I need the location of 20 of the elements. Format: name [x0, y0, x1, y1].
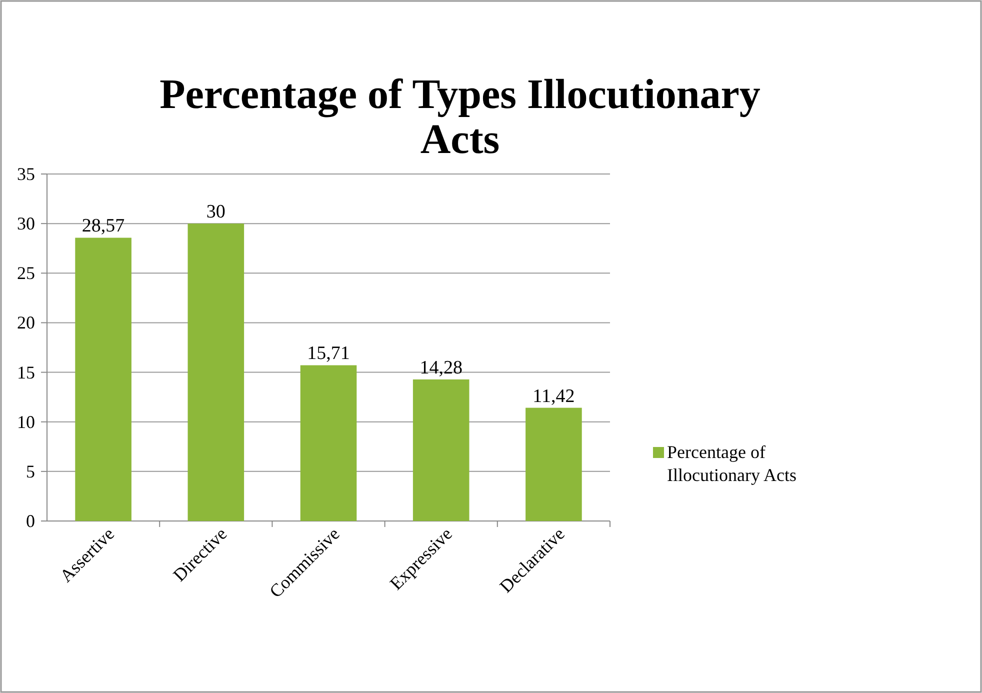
text: 11,42 — [532, 386, 575, 407]
text: 28,57 — [82, 216, 125, 237]
text: 15,71 — [307, 343, 350, 364]
y-tick-label: 35 — [17, 164, 35, 184]
y-tick-label: 25 — [17, 263, 35, 284]
chart-title: Percentage of Types Illocutionary Acts — [160, 72, 760, 163]
y-tick-label: 15 — [17, 362, 35, 382]
bar — [75, 238, 132, 521]
bar — [300, 365, 357, 521]
y-tick-label: 20 — [17, 312, 35, 333]
y-tick-label: 30 — [17, 214, 35, 234]
bar — [526, 408, 582, 521]
y-tick-label: 0 — [26, 511, 35, 531]
bar — [188, 224, 244, 521]
text: 30 — [206, 202, 226, 223]
text: 14,28 — [420, 357, 462, 378]
legend-label: Percentage of Illocutionary Acts — [667, 442, 796, 485]
y-tick-label: 10 — [17, 412, 35, 432]
y-tick-label: 5 — [26, 461, 35, 482]
bar — [412, 379, 470, 521]
